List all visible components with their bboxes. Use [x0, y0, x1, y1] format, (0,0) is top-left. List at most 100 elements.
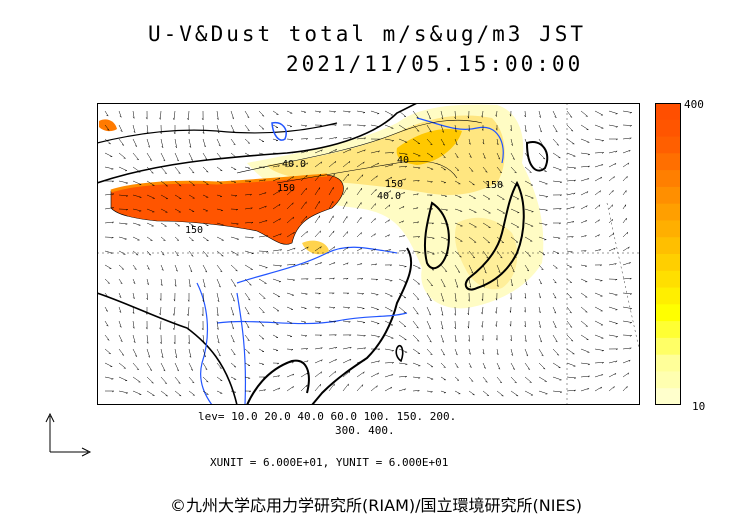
wind-vector-head — [585, 220, 587, 223]
wind-vector — [510, 222, 520, 228]
wind-vector-head — [615, 279, 618, 281]
wind-vector — [314, 110, 321, 113]
wind-vector — [440, 390, 446, 393]
wind-vector-head — [499, 381, 502, 384]
wind-vector — [398, 152, 408, 155]
wind-vector — [370, 150, 380, 154]
wind-vector — [468, 152, 472, 158]
wind-vector — [146, 334, 149, 344]
wind-vector — [454, 348, 458, 356]
wind-vector — [384, 234, 390, 238]
wind-vector-head — [247, 326, 250, 328]
wind-vector-head — [262, 325, 265, 327]
wind-vector — [216, 124, 220, 134]
wind-vector — [188, 166, 195, 174]
wind-vector — [524, 110, 526, 118]
wind-vector-head — [112, 193, 115, 196]
wind-vector — [566, 124, 574, 132]
wind-vector-head — [292, 189, 294, 192]
wind-vector-head — [161, 356, 164, 358]
wind-vector — [566, 334, 574, 342]
wind-vector — [286, 373, 294, 378]
wind-vector — [286, 306, 293, 310]
wind-vector-head — [627, 372, 630, 375]
colorbar-swatch — [655, 153, 681, 171]
wind-vector — [510, 348, 514, 356]
wind-vector — [160, 362, 166, 372]
wind-vector-head — [509, 310, 511, 313]
wind-vector-head — [292, 373, 295, 376]
wind-vector — [174, 278, 177, 287]
wind-vector — [426, 152, 434, 158]
wind-vector — [524, 334, 527, 342]
wind-vector-head — [249, 390, 252, 393]
wind-vector-head — [306, 360, 309, 363]
wind-vector-head — [405, 166, 407, 168]
wind-vector-head — [145, 117, 148, 120]
wind-vector-head — [248, 298, 251, 301]
wind-vector — [482, 236, 490, 244]
wind-vector — [104, 264, 112, 269]
wind-vector — [481, 306, 484, 315]
wind-vector — [174, 180, 182, 187]
wind-vector — [356, 137, 366, 140]
wind-vector — [230, 376, 237, 380]
wind-vector — [160, 208, 168, 213]
wind-vector-head — [234, 181, 237, 183]
wind-vector — [328, 187, 334, 196]
wind-vector-head — [512, 158, 515, 160]
wind-vector-head — [136, 158, 139, 161]
wind-vector-head — [162, 254, 165, 256]
wind-vector — [566, 348, 575, 355]
wind-vector-head — [509, 114, 512, 117]
wind-vector-head — [293, 231, 295, 235]
wind-vector — [356, 292, 364, 294]
wind-vector-head — [148, 254, 151, 256]
wind-vector — [622, 386, 628, 392]
wind-vector — [622, 217, 627, 224]
wind-vector-head — [306, 384, 308, 388]
wind-vector — [524, 152, 530, 160]
wind-vector-head — [278, 387, 281, 390]
wind-vector — [524, 362, 531, 370]
wind-vector-head — [189, 145, 192, 148]
wind-vector — [384, 124, 394, 129]
wind-vector — [146, 194, 155, 199]
wind-vector — [496, 264, 501, 273]
wind-vector-head — [539, 115, 541, 118]
wind-vector-head — [498, 157, 501, 160]
wind-vector-head — [539, 296, 541, 299]
wind-vector-head — [160, 283, 163, 286]
wind-vector-head — [136, 368, 139, 370]
wind-vector — [482, 278, 485, 288]
wind-vector — [468, 180, 475, 186]
wind-vector — [118, 236, 127, 240]
wind-vector-head — [615, 294, 618, 296]
wind-vector — [118, 390, 128, 394]
wind-vector — [272, 124, 279, 128]
wind-vector — [356, 359, 366, 364]
wind-vector — [454, 194, 462, 198]
wind-vector — [622, 124, 632, 126]
wind-vector — [412, 390, 420, 392]
border-india — [97, 292, 238, 405]
wind-vector — [258, 192, 267, 196]
wind-vector-head — [569, 311, 572, 314]
wind-vector — [524, 278, 528, 286]
wind-vector — [454, 390, 461, 395]
wind-vector — [342, 110, 351, 112]
wind-vector — [202, 138, 206, 148]
wind-vector — [538, 376, 547, 382]
wind-vector — [468, 348, 471, 355]
wind-vector — [426, 166, 434, 170]
wind-vector — [160, 264, 164, 271]
wind-vector-head — [454, 116, 456, 119]
wind-vector — [580, 264, 587, 267]
wind-vector-head — [612, 190, 614, 193]
wind-vector-head — [318, 293, 321, 295]
wind-vector-head — [125, 223, 128, 225]
wind-vector — [594, 320, 604, 326]
wind-vector-head — [111, 237, 114, 239]
wind-vector — [146, 180, 155, 186]
wind-vector-head — [306, 278, 309, 281]
